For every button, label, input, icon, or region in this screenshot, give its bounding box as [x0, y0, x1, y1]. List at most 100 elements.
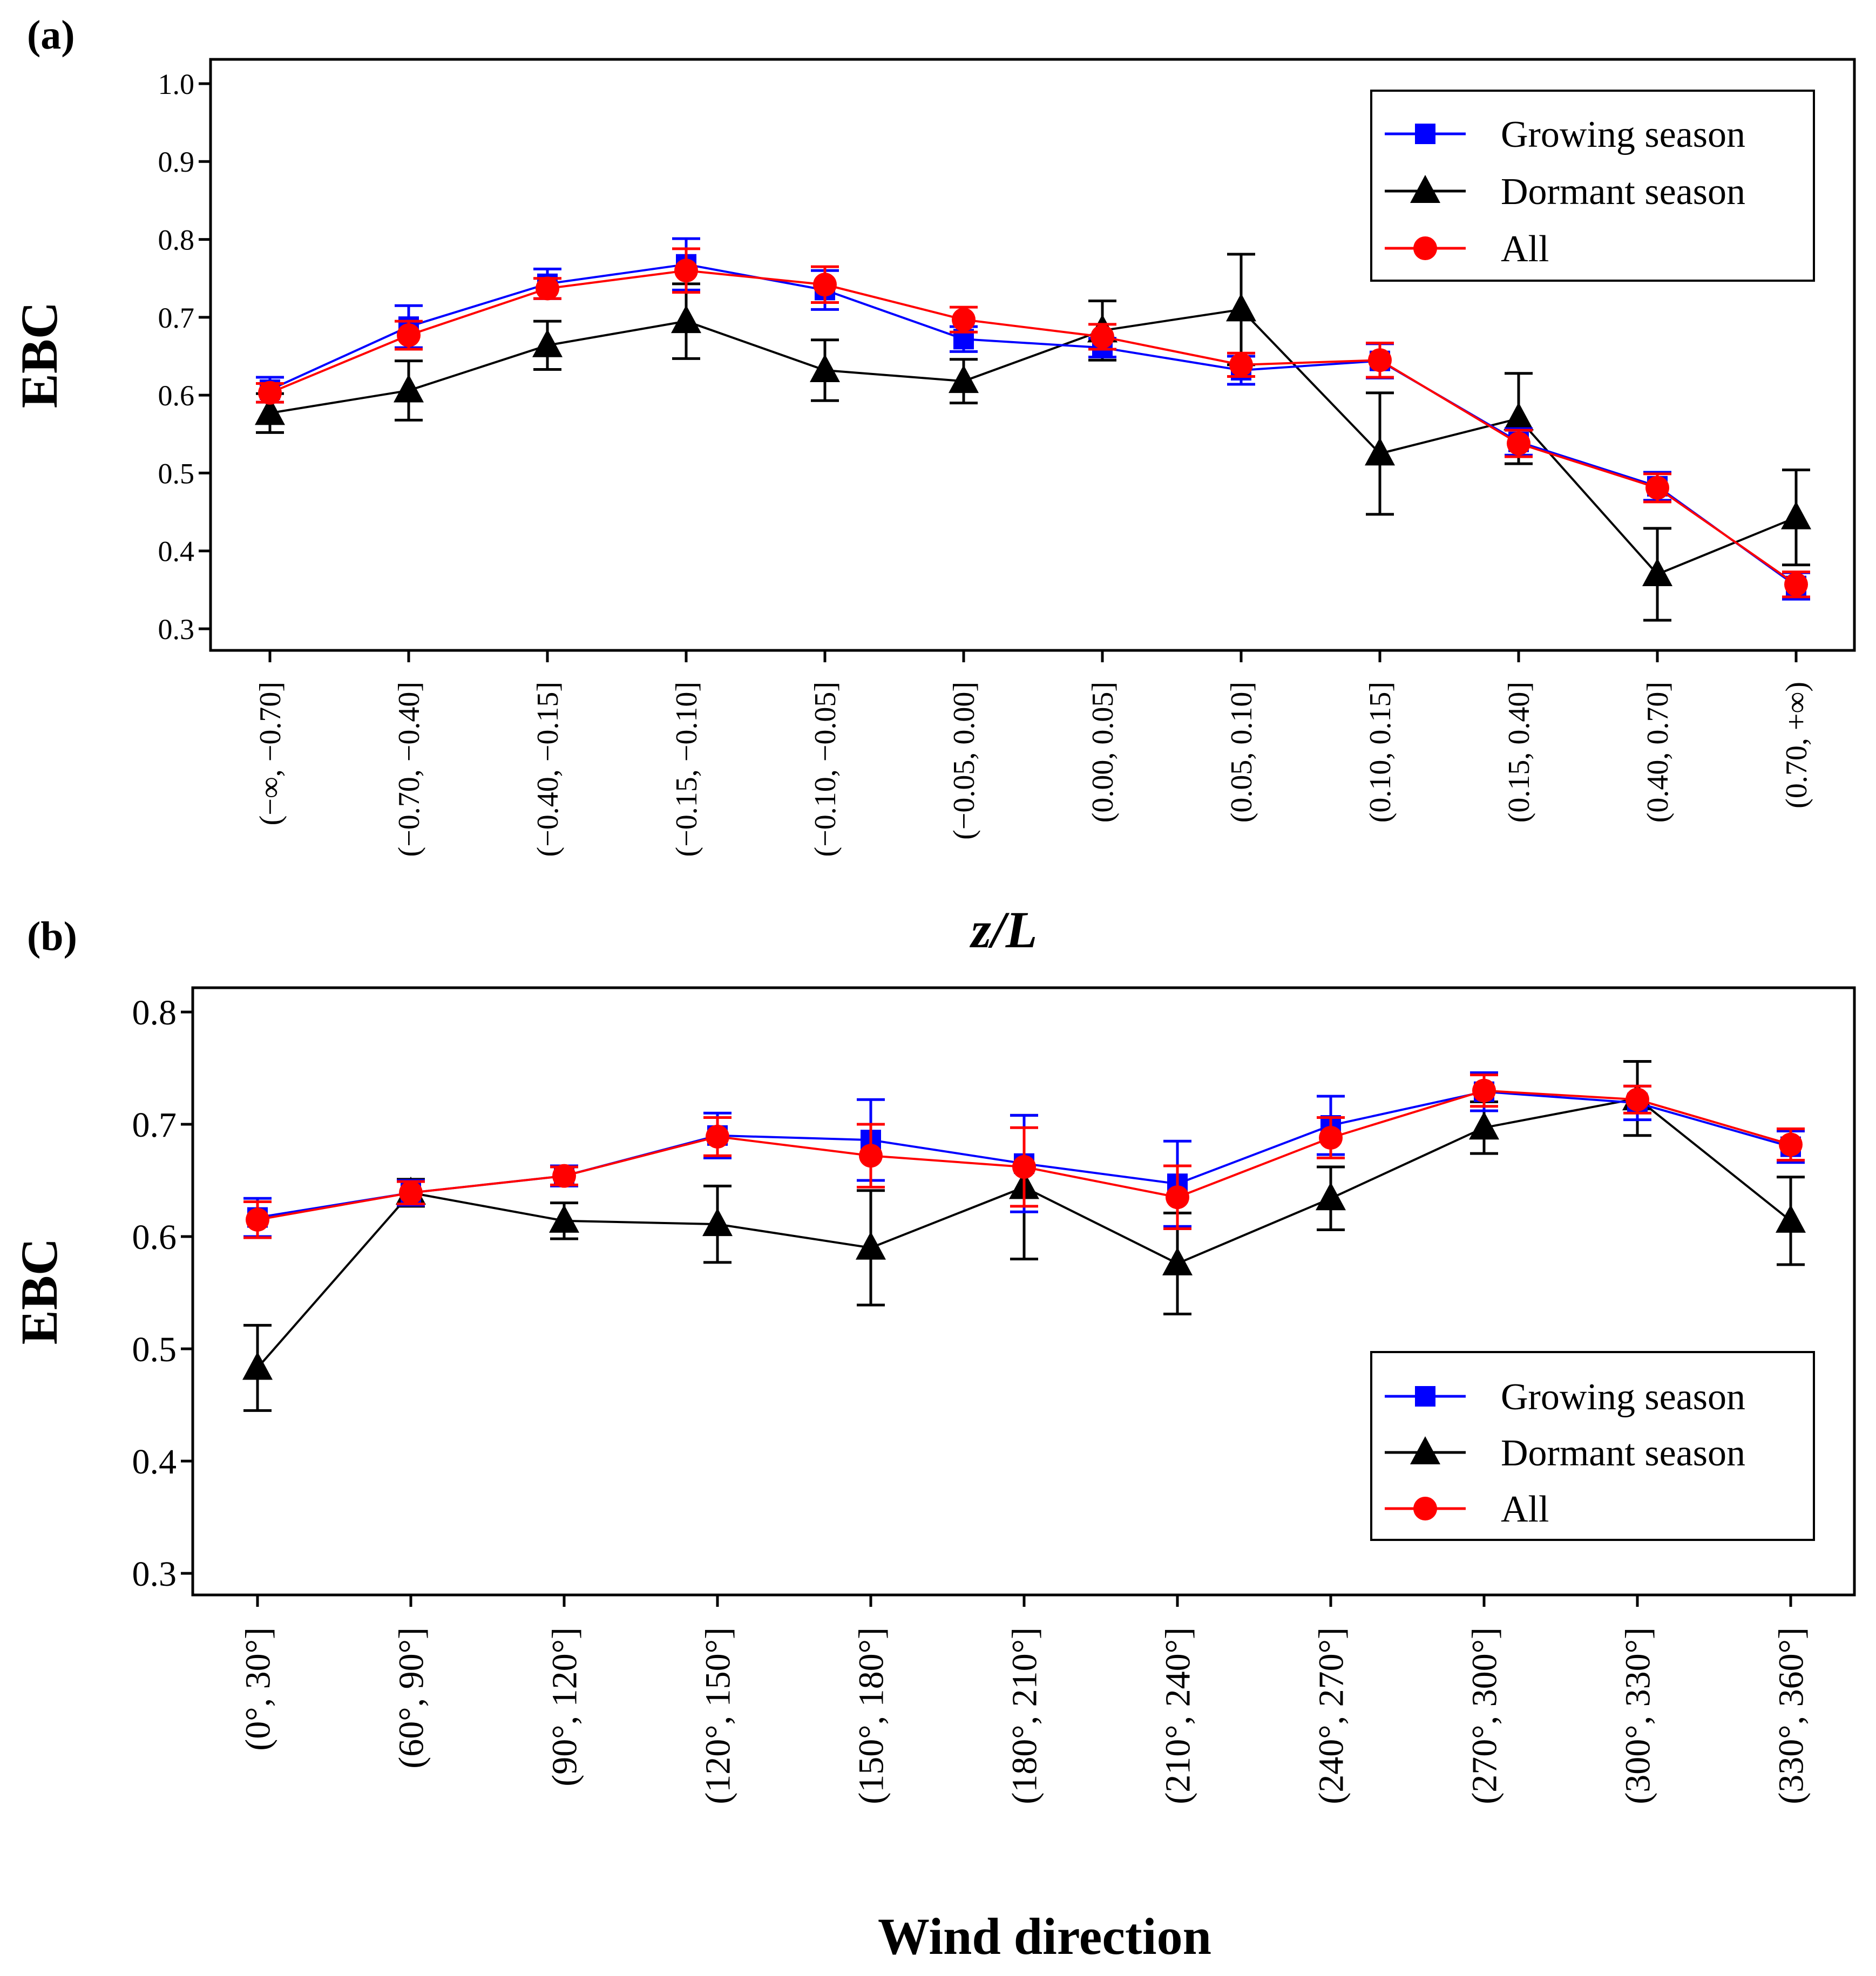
data-point-triangle	[702, 1208, 733, 1237]
x-tick-label: (270°, 300°]	[1465, 1627, 1504, 1804]
y-axis-label: EBC	[10, 302, 68, 408]
series-line	[269, 308, 1797, 576]
panel-label: (a)	[27, 12, 75, 58]
x-axis-label-part: L	[1005, 901, 1038, 959]
data-point-triangle	[242, 1352, 273, 1380]
legend-label: Dormant season	[1501, 1432, 1745, 1474]
data-point-circle	[552, 1164, 576, 1188]
x-tick-label: (180°, 210°]	[1005, 1627, 1044, 1804]
data-point-circle	[859, 1144, 883, 1168]
data-point-triangle	[1469, 1111, 1499, 1140]
x-tick-label: (0.40, 0.70]	[1641, 682, 1675, 823]
data-point-circle	[1779, 1132, 1803, 1157]
data-point-circle	[1368, 348, 1392, 372]
legend-label: Growing season	[1501, 1376, 1745, 1418]
y-tick-label: 0.7	[132, 1105, 177, 1145]
x-tick-label: (0°, 30°]	[238, 1627, 277, 1751]
y-tick-label: 0.8	[132, 993, 177, 1033]
data-point-circle	[1507, 431, 1530, 456]
legend-marker-square	[1415, 124, 1435, 144]
data-point-circle	[258, 381, 282, 405]
data-point-circle	[536, 276, 559, 301]
y-axis: 0.3 0.4 0.5 0.6 0.7 0.8	[132, 993, 193, 1594]
legend-marker-square	[1415, 1386, 1435, 1407]
y-tick-label: 0.6	[158, 379, 195, 412]
data-point-circle	[1784, 572, 1808, 596]
data-point-circle	[397, 323, 421, 348]
y-tick-label: 0.5	[132, 1330, 177, 1369]
data-point-circle	[952, 308, 976, 332]
y-tick-label: 0.9	[158, 146, 195, 178]
y-tick-label: 0.8	[158, 223, 195, 256]
y-axis: 0.3 0.4 0.5 0.6 0.7 0.8 0.9 1.0	[158, 68, 211, 646]
data-point-circle	[813, 273, 837, 297]
legend: Growing season Dormant season All	[1370, 90, 1815, 282]
x-tick-label: (60°, 90°]	[391, 1627, 431, 1769]
data-point-circle	[1229, 352, 1253, 377]
data-point-circle	[674, 259, 698, 283]
legend-label: Growing season	[1501, 114, 1745, 155]
data-point-circle	[1091, 324, 1114, 349]
x-tick-label: (300°, 330°]	[1618, 1627, 1657, 1804]
x-axis: (0°, 30°] (60°, 90°] (90°, 120°] (120°, 150…	[238, 1595, 1811, 1804]
data-point-triangle	[1781, 501, 1811, 529]
legend-label: Dormant season	[1501, 171, 1745, 213]
y-tick-label: 0.4	[132, 1442, 177, 1482]
legend-marker-circle	[1413, 1497, 1437, 1520]
x-tick-label: (0.10, 0.15]	[1364, 682, 1397, 823]
data-point-circle	[1012, 1155, 1036, 1179]
y-tick-label: 0.5	[158, 457, 195, 490]
y-axis-label: EBC	[10, 1238, 68, 1345]
legend-label: All	[1501, 1489, 1549, 1530]
x-tick-label: (−0.15, −0.10]	[670, 682, 703, 857]
data-point-triangle	[671, 305, 701, 334]
x-axis-label: z/L	[970, 901, 1038, 959]
x-tick-label: (−0.70, −0.40]	[392, 682, 426, 857]
series-line	[269, 269, 1797, 586]
data-point-triangle	[1365, 437, 1395, 466]
x-tick-label: (120°, 150°]	[698, 1627, 737, 1804]
data-point-triangle	[1162, 1247, 1193, 1275]
x-tick-label: (150°, 180°]	[851, 1627, 891, 1804]
chart-b: (b) 0.3 0.4 0.5 0.6 0.7 0.8 EBC (0°, 30°] (60°, 9…	[10, 914, 1856, 1965]
data-point-triangle	[255, 397, 285, 425]
x-tick-label: (−0.05, 0.00]	[947, 682, 981, 840]
y-tick-label: 0.6	[132, 1218, 177, 1257]
x-tick-label: (0.70, +∞)	[1780, 682, 1813, 809]
x-tick-label: (0.15, 0.40]	[1502, 682, 1536, 823]
data-point-triangle	[1776, 1204, 1806, 1233]
x-tick-label: (90°, 120°]	[545, 1627, 584, 1787]
legend-marker-triangle	[1410, 175, 1440, 203]
panel-label: (b)	[27, 914, 77, 959]
legend: Growing season Dormant season All	[1370, 1351, 1815, 1541]
y-tick-label: 0.3	[132, 1554, 177, 1594]
series-growing-season	[256, 237, 1810, 601]
x-tick-label: (330°, 360°]	[1771, 1627, 1811, 1804]
data-point-triangle	[1642, 558, 1672, 586]
data-point-triangle	[532, 329, 563, 357]
data-point-triangle	[1226, 293, 1256, 322]
data-point-circle	[1319, 1125, 1343, 1150]
plot-frame	[209, 58, 1856, 652]
series-all	[256, 247, 1810, 599]
x-tick-label: (0.05, 0.10]	[1225, 682, 1258, 823]
data-point-triangle	[1316, 1182, 1346, 1211]
x-tick-label: (240°, 270°]	[1311, 1627, 1351, 1804]
x-tick-label: (−0.10, −0.05]	[809, 682, 842, 857]
data-point-triangle	[949, 365, 979, 393]
legend-marker-triangle	[1410, 1436, 1440, 1464]
x-tick-label: (−∞, −0.70]	[254, 682, 287, 825]
x-axis: (−∞, −0.70] (−0.70, −0.40] (−0.40, −0.15] (…	[254, 650, 1813, 857]
data-point-circle	[706, 1124, 729, 1149]
data-point-circle	[399, 1180, 423, 1205]
x-tick-label: (210°, 240°]	[1158, 1627, 1197, 1804]
x-axis-label-part: z	[970, 901, 991, 959]
data-point-circle	[1472, 1078, 1496, 1103]
data-point-circle	[1166, 1185, 1189, 1210]
data-point-triangle	[1503, 402, 1534, 431]
y-tick-label: 0.7	[158, 302, 195, 334]
chart-a: (a) 0.3 0.4 0.5 0.6 0.7 0.8 0.9 1.0 EBC (−∞, −0.70…	[10, 12, 1856, 959]
data-point-triangle	[394, 374, 424, 403]
x-axis-label: Wind direction	[878, 1907, 1211, 1965]
